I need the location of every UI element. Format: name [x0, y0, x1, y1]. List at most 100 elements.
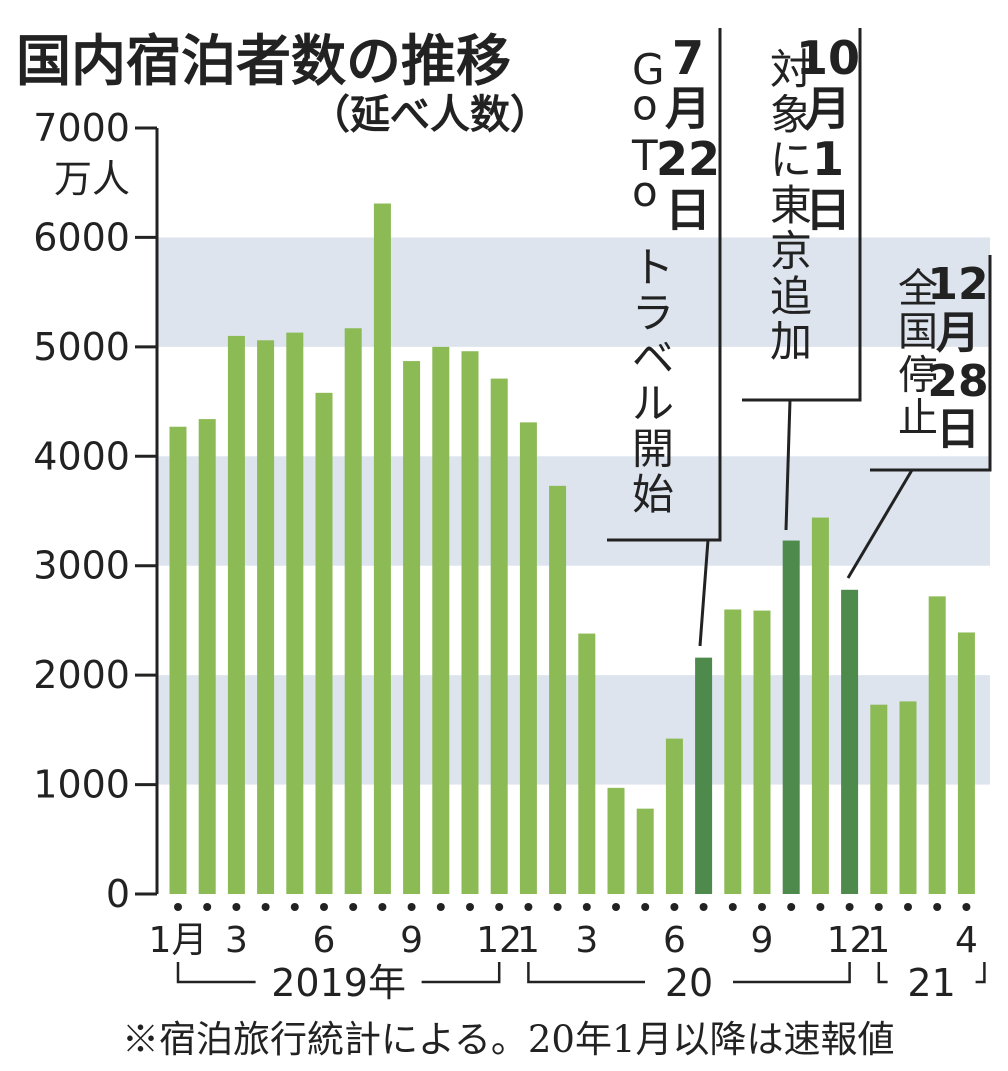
- x-month-dot: [670, 903, 679, 911]
- x-tick-label: 4: [955, 920, 978, 961]
- bar: [549, 485, 567, 894]
- x-month-dot: [904, 903, 912, 911]
- y-axis: 7000 6000 5000 4000 3000 2000 1000 0: [33, 106, 159, 916]
- year-bracket: 2019年: [176, 961, 501, 1005]
- bar: [286, 332, 304, 894]
- x-month-dot: [320, 903, 328, 911]
- x-month-dot: [699, 903, 708, 911]
- year-brackets: 2019年 20 21: [176, 961, 986, 1005]
- x-month-dot: [553, 903, 562, 911]
- x-month-dot: [466, 903, 474, 911]
- y-tick-label: 6000: [33, 215, 130, 259]
- bar: [198, 419, 216, 894]
- x-tick-label: 3: [575, 920, 598, 961]
- year-bracket-line: [733, 962, 851, 984]
- callout-text: トラベル開始: [632, 243, 674, 519]
- x-tick-label: 6: [313, 920, 336, 961]
- grid-bands: [157, 237, 990, 785]
- callout-frame: [870, 255, 992, 472]
- x-month-dot: [261, 903, 270, 911]
- x-tick-label: 1: [517, 920, 540, 961]
- x-month-dot: [933, 903, 942, 911]
- y-tick-label: 3000: [33, 544, 130, 588]
- grid-band: [157, 237, 990, 347]
- y-tick-label: 5000: [33, 325, 130, 369]
- callout-text: 対象に東京追加: [770, 45, 812, 366]
- bar: [695, 657, 713, 894]
- bar: [811, 517, 829, 894]
- year-label: 21: [907, 961, 955, 1005]
- year-bracket-line: [527, 962, 645, 984]
- bar: [753, 610, 771, 894]
- footnote: ※宿泊旅行統計による。20年1月以降は速報値: [122, 1018, 895, 1061]
- x-tick-label: 1: [867, 920, 890, 961]
- year-bracket-line: [975, 962, 986, 984]
- callout-date: 10 月 1 日: [796, 31, 860, 237]
- x-month-dot: [758, 903, 766, 911]
- callout-leader: [784, 399, 792, 531]
- x-month-dot: [290, 903, 299, 911]
- bar: [928, 596, 946, 894]
- x-axis: 1月 3 6 9 121 3 6 9 121 4: [149, 903, 978, 961]
- x-month-dot: [641, 903, 650, 911]
- grid-band: [157, 675, 990, 785]
- x-tick-label: 9: [751, 920, 774, 961]
- year-bracket-line: [877, 962, 888, 984]
- bar: [724, 609, 742, 894]
- callout-leader: [698, 539, 710, 647]
- callout-frame: [742, 28, 862, 402]
- y-tick-label: 7000: [33, 106, 130, 150]
- x-month-dot: [436, 903, 445, 911]
- bar: [315, 392, 333, 894]
- x-month-dot: [845, 903, 854, 911]
- bar: [578, 633, 596, 894]
- y-tick-label: 0: [106, 872, 130, 916]
- x-month-dot: [524, 903, 533, 911]
- bar: [782, 540, 800, 894]
- year-bracket: 21: [877, 961, 986, 1005]
- y-tick-label: 4000: [33, 434, 130, 478]
- bar: [636, 808, 654, 894]
- y-tick-label: 1000: [33, 763, 130, 807]
- bar: [899, 701, 917, 894]
- bar: [373, 203, 391, 894]
- x-month-dot: [816, 903, 825, 911]
- bar: [227, 335, 245, 894]
- bar: [461, 351, 479, 895]
- bar: [519, 422, 537, 894]
- chart-title: 国内宿泊者数の推移: [16, 29, 511, 93]
- chart-subtitle: （延べ人数）: [310, 92, 550, 138]
- year-bracket-line: [421, 962, 501, 984]
- bar: [870, 704, 888, 894]
- bar: [841, 589, 859, 894]
- x-month-dot: [612, 903, 620, 911]
- x-tick-label: 12: [827, 920, 873, 961]
- x-tick-label: 6: [663, 920, 686, 961]
- x-month-dot: [378, 903, 387, 911]
- bars: [169, 203, 975, 895]
- x-month-dot: [232, 903, 241, 911]
- x-tick-label: 1月: [149, 920, 208, 961]
- y-tick-label: 2000: [33, 653, 130, 697]
- year-bracket-line: [176, 962, 256, 984]
- bar: [665, 738, 683, 894]
- y-unit-label: 万人: [54, 157, 130, 201]
- x-month-dot: [349, 903, 358, 911]
- year-bracket: 20: [527, 961, 851, 1005]
- bar: [257, 340, 275, 894]
- bar: [490, 378, 508, 894]
- callout-frame: [607, 28, 722, 542]
- bar: [607, 787, 625, 894]
- bar: [957, 632, 975, 894]
- bar: [403, 361, 421, 894]
- x-month-dot: [495, 903, 504, 911]
- callout-text: 全国停止: [898, 266, 938, 442]
- x-month-dot: [174, 903, 182, 911]
- x-month-dot: [582, 903, 591, 911]
- x-month-dot: [203, 903, 212, 911]
- callout-date: 12 月 28 日: [927, 259, 988, 455]
